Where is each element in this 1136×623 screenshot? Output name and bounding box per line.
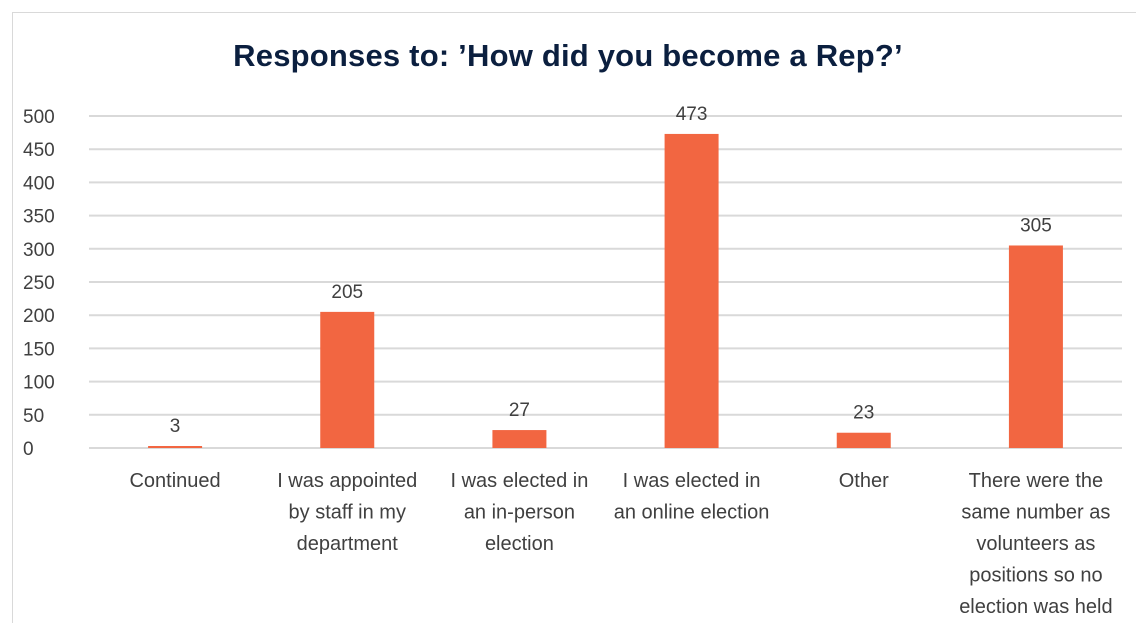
x-category-label-line: by staff in my bbox=[289, 502, 406, 524]
x-category-label-line: Other bbox=[839, 470, 889, 492]
bars bbox=[148, 133, 1063, 449]
x-category-label-line: volunteers as bbox=[976, 533, 1095, 555]
x-axis-categories: Continued I was appointed by staff in my de… bbox=[129, 470, 1112, 618]
y-tick-label: 400 bbox=[23, 173, 55, 194]
x-category-label-line: department bbox=[297, 533, 399, 555]
x-category-label-line: election was held bbox=[959, 596, 1112, 618]
y-tick-label: 300 bbox=[23, 240, 55, 261]
x-category-label: There were the same number as volunteers a… bbox=[959, 470, 1112, 618]
y-tick-label: 500 bbox=[23, 107, 55, 128]
bar bbox=[492, 430, 547, 448]
x-category-label: I was appointed by staff in my department bbox=[277, 470, 417, 555]
bar bbox=[1008, 245, 1063, 448]
y-tick-label: 450 bbox=[23, 140, 55, 161]
bar bbox=[836, 432, 891, 448]
data-label: 305 bbox=[1020, 215, 1052, 236]
y-tick-label: 350 bbox=[23, 207, 55, 228]
y-tick-label: 150 bbox=[23, 339, 55, 360]
x-category-label-line: election bbox=[485, 533, 554, 555]
x-category-label-line: I was elected in bbox=[623, 470, 761, 492]
y-tick-label: 250 bbox=[23, 273, 55, 294]
x-category-label-line: Continued bbox=[129, 470, 220, 492]
bar bbox=[148, 446, 203, 448]
data-label: 205 bbox=[331, 282, 363, 303]
x-category-label-line: I was elected in bbox=[450, 470, 588, 492]
x-category-label-line: There were the bbox=[969, 470, 1104, 492]
data-label: 473 bbox=[676, 104, 708, 125]
x-category-label: I was elected in an in-person election bbox=[450, 470, 588, 555]
gridlines bbox=[89, 115, 1122, 449]
x-category-label-line: same number as bbox=[961, 502, 1110, 524]
x-category-label: Continued bbox=[129, 470, 220, 492]
y-tick-label: 100 bbox=[23, 373, 55, 394]
y-tick-label: 200 bbox=[23, 306, 55, 327]
x-category-label-line: an online election bbox=[614, 502, 770, 524]
data-label: 23 bbox=[853, 403, 874, 424]
x-category-label: I was elected in an online election bbox=[614, 470, 770, 524]
y-tick-label: 50 bbox=[23, 406, 44, 427]
y-tick-label: 0 bbox=[23, 439, 34, 460]
y-axis-ticks: 0 50 100 150 200 250 300 350 400 450 500 bbox=[23, 107, 55, 460]
bar bbox=[664, 133, 719, 449]
x-category-label-line: positions so no bbox=[969, 565, 1102, 587]
bar bbox=[320, 311, 375, 448]
x-category-label-line: an in-person bbox=[464, 502, 575, 524]
data-label: 27 bbox=[509, 400, 530, 421]
x-category-label: Other bbox=[839, 470, 889, 492]
x-category-label-line: I was appointed bbox=[277, 470, 417, 492]
chart-title: Responses to: ’How did you become a Rep?… bbox=[233, 38, 903, 73]
data-labels: 3 205 27 473 23 305 bbox=[170, 104, 1052, 437]
data-label: 3 bbox=[170, 416, 181, 437]
chart-frame bbox=[12, 12, 1136, 623]
